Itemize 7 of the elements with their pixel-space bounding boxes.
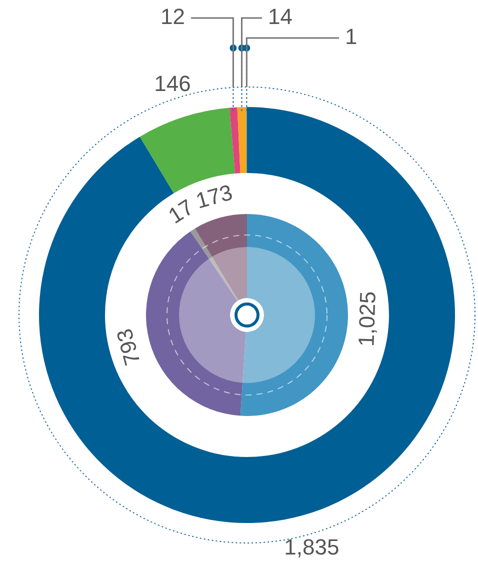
data-label: 1 xyxy=(345,24,358,50)
data-label: 146 xyxy=(154,70,191,96)
data-label: 1,835 xyxy=(284,534,340,560)
data-label: 14 xyxy=(268,4,292,30)
data-label: 793 xyxy=(111,326,146,368)
data-label: 1,025 xyxy=(354,291,380,347)
data-label: 12 xyxy=(160,4,185,30)
